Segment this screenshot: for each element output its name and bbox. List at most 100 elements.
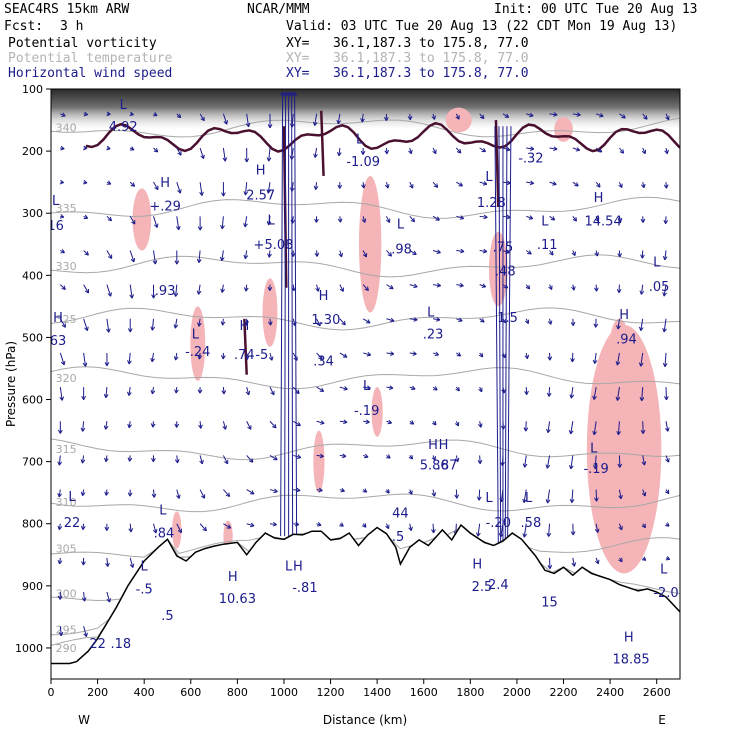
wind-vector (570, 455, 574, 470)
wind-vector-head (248, 458, 254, 463)
wind-vector-head (361, 184, 366, 189)
wind-vector-head (479, 114, 485, 120)
wind-vector (547, 421, 551, 433)
extremum-label: H (428, 438, 438, 453)
wind-vector-head (81, 561, 86, 566)
wind-vector (246, 386, 250, 395)
wind-vector-head (618, 525, 623, 531)
wind-vector (640, 318, 644, 331)
extremum-label: L (285, 559, 293, 574)
wind-vector (432, 489, 435, 497)
terrain-line (51, 523, 681, 665)
wind-vector-head (570, 358, 575, 363)
extremum-label: -.19 (583, 462, 608, 477)
wind-vector-head (455, 115, 460, 120)
wind-vector-head (343, 419, 348, 425)
wind-vector (269, 318, 272, 326)
wind-vector-head (663, 219, 669, 224)
wind-vector-head (408, 526, 413, 531)
wind-vector (386, 352, 394, 355)
wind-vector-head (199, 459, 204, 465)
wind-vector (526, 181, 534, 184)
wind-vector (409, 352, 417, 355)
wind-vector (572, 557, 575, 567)
wind-vector-head (504, 113, 510, 118)
x-tick-label: 1600 (410, 686, 438, 699)
wind-vector-head (386, 218, 391, 223)
extremum-label: -.19 (354, 404, 379, 419)
wind-vector (549, 113, 558, 116)
wind-vector-head (221, 390, 227, 395)
wind-vector-head (572, 217, 578, 222)
extremum-label: 15 (541, 595, 558, 610)
wind-vector (59, 318, 66, 328)
wind-vector-head (436, 282, 441, 288)
theta-contour-line (51, 196, 680, 219)
tropopause-shading (51, 89, 680, 130)
extremum-label: -.20 (486, 516, 511, 531)
extremum-label: .94 (616, 333, 637, 348)
wind-vector (81, 455, 85, 464)
wind-vector (339, 284, 344, 292)
forecast-hours: 3 h (60, 19, 84, 34)
extremum-label: L (653, 256, 661, 271)
wind-vector-head (592, 430, 597, 436)
extremum-label: 1.28 (477, 196, 506, 211)
extremum-label: 14.54 (585, 215, 622, 230)
wind-vector-head (177, 151, 182, 156)
wind-vector-head (643, 115, 648, 120)
wind-vector (456, 181, 463, 187)
wind-vector (571, 489, 574, 503)
wind-vector-head (413, 317, 418, 322)
pv-shade-blob (610, 318, 629, 369)
extremum-label: .58 (521, 516, 542, 531)
wind-vector (663, 318, 667, 333)
init-time: Init: 00 UTC Tue 20 Aug 13 (494, 2, 698, 17)
extremum-label: .05 (649, 280, 670, 295)
extremum-label: L (427, 305, 435, 320)
wind-vector-head (57, 595, 63, 600)
x-tick-label: 1800 (456, 686, 484, 699)
wind-vector-head (454, 457, 460, 463)
wind-vector-head (273, 488, 278, 494)
wind-vector-head (84, 326, 89, 331)
wind-vector (642, 113, 648, 120)
wind-vector-head (244, 355, 250, 360)
extremum-label: -5 (255, 348, 268, 363)
extremum-label: H (293, 559, 303, 574)
pv-contour-line (85, 121, 680, 153)
extremum-label: -.81 (292, 581, 317, 596)
wind-vector-head (152, 529, 158, 534)
field-pv-name: Potential vorticity (8, 36, 157, 51)
extremum-label: 18.85 (612, 652, 649, 667)
extremum-label: .18 (111, 637, 132, 652)
wind-vector-head (548, 285, 553, 290)
wind-vector-head (83, 145, 88, 151)
extremum-label: .74 (234, 348, 255, 363)
wind-vector (663, 284, 667, 297)
wind-vector-head (245, 122, 251, 128)
wind-vector-head (592, 359, 598, 364)
wind-vector-head (478, 352, 484, 358)
wind-vector-head (221, 192, 226, 197)
wind-vector (456, 249, 465, 253)
extremum-label: .48 (495, 264, 516, 279)
wind-vector (570, 421, 574, 435)
wind-vector (478, 489, 481, 501)
wind-vector-head (175, 225, 181, 231)
wind-vector-head (360, 118, 365, 123)
wind-vector-head (662, 328, 667, 333)
wind-vector-head (127, 457, 133, 462)
wind-vector-head (664, 149, 669, 155)
wind-vector (291, 92, 294, 537)
field-pv-xy: XY= 36.1,187.3 to 175.8, 77.0 (286, 36, 529, 51)
wind-vector (83, 318, 88, 331)
wind-vector (618, 523, 623, 531)
wind-vector-head (61, 323, 66, 328)
extremum-label: .87 (437, 459, 458, 474)
extremum-label: L (525, 491, 533, 506)
wind-vector-head (131, 220, 136, 225)
extremum-label: 16 (47, 219, 64, 234)
wind-vector-head (319, 453, 324, 459)
wind-vector (479, 284, 486, 288)
